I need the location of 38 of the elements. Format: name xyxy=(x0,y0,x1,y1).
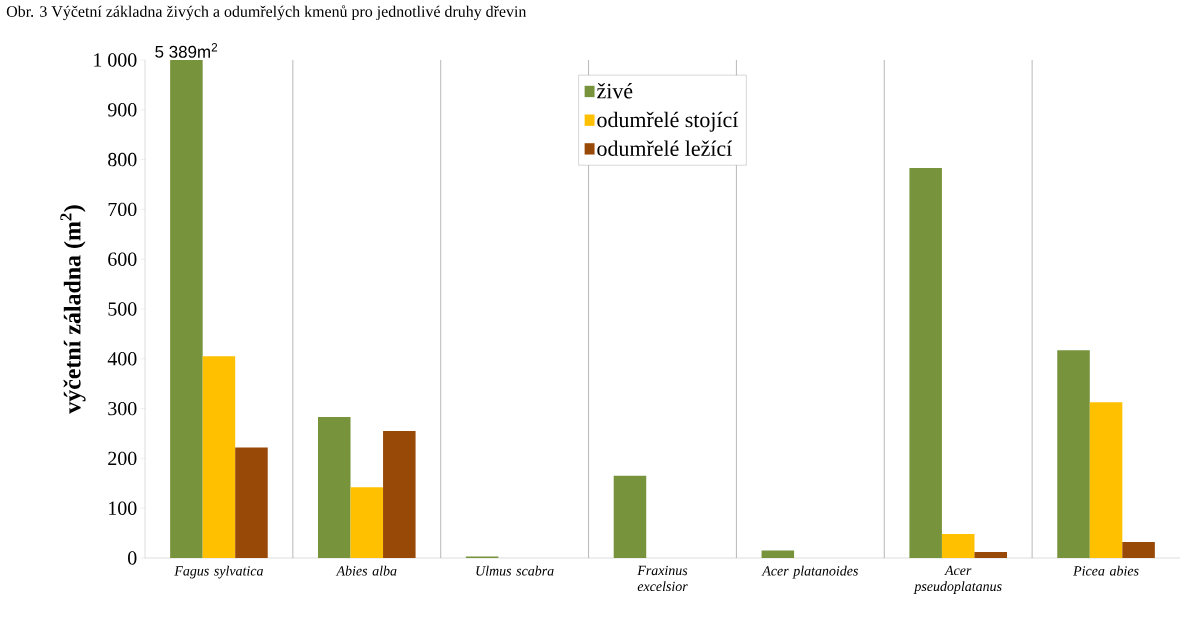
bar xyxy=(170,59,203,558)
y-tick-label: 700 xyxy=(108,202,137,217)
y-tick-label: 800 xyxy=(108,152,137,167)
bar xyxy=(613,475,647,558)
x-tick-label: Acer platanoides xyxy=(761,565,858,579)
bar xyxy=(317,417,351,558)
legend-label: odumřelé stojící xyxy=(597,111,739,132)
legend-label: odumřelé ležící xyxy=(597,140,733,156)
y-tick-label: 300 xyxy=(108,401,137,416)
y-axis-title: výčetní záladna (m$^{2}$) xyxy=(60,205,86,414)
bar xyxy=(350,487,384,558)
bar xyxy=(235,447,268,558)
bar xyxy=(909,168,942,558)
x-tick-label: Fagus sylvatica xyxy=(174,565,263,579)
text: 5 389m$^{2}$ xyxy=(155,43,218,58)
bar xyxy=(761,550,795,558)
x-tick-label: Ulmus scabra xyxy=(476,565,554,576)
bar xyxy=(1122,542,1155,558)
y-tick-label: 600 xyxy=(108,252,137,266)
y-tick-label: 0 xyxy=(128,551,137,565)
y-tick-label: 500 xyxy=(108,302,137,316)
legend-label: živé xyxy=(597,83,633,99)
y-tick-label: 200 xyxy=(108,451,137,466)
x-tick-label: Fraxinus excelsior xyxy=(637,565,688,592)
x-tick-label: Picea abies xyxy=(1073,565,1139,576)
bar xyxy=(383,431,416,558)
bar xyxy=(974,552,1007,558)
y-tick-label: 100 xyxy=(109,501,137,515)
bar xyxy=(202,356,236,558)
bar xyxy=(1057,350,1090,558)
y-tick-label: 400 xyxy=(107,352,137,366)
x-tick-label: Abies alba xyxy=(335,565,397,576)
bar xyxy=(941,534,975,558)
y-tick-label: 900 xyxy=(107,103,137,117)
y-tick-label: 1 000 xyxy=(94,53,137,67)
x-tick-label: Acer pseudoplatanus xyxy=(913,565,1002,594)
bar xyxy=(1089,402,1123,558)
chart-title: Obr. 3 Výčetní základna živých a odumřelých kmenů pro jednotlivé druhy dřevin xyxy=(6,5,527,21)
